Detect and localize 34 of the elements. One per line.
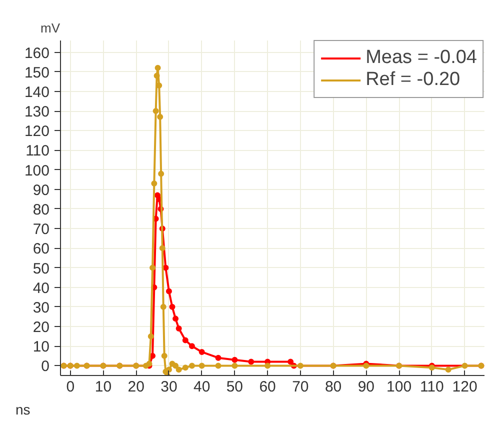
y-tick-label: 60 <box>32 240 50 258</box>
y-tick-label: 20 <box>32 319 50 336</box>
y-tick-label: 80 <box>32 201 50 218</box>
x-tick-label: 70 <box>292 378 309 396</box>
y-tick-label: 70 <box>32 221 50 238</box>
x-tick-label: 110 <box>420 378 444 396</box>
y-tick-label: 0 <box>41 358 50 376</box>
x-tick-label: 60 <box>259 378 276 396</box>
x-tick-label: 0 <box>66 378 75 396</box>
y-tick-label: 110 <box>26 142 50 160</box>
y-tick-label: 10 <box>32 338 50 356</box>
y-tick-label: 50 <box>32 260 50 278</box>
legend-label: Meas = -0.04 <box>366 47 477 69</box>
y-tick-label: 130 <box>24 104 50 121</box>
x-tick-label: 50 <box>226 378 244 396</box>
y-tick-label: 90 <box>32 182 50 199</box>
y-tick-label: 100 <box>24 162 50 180</box>
x-tick-label: 90 <box>358 378 375 396</box>
y-tick-label: 120 <box>24 123 50 140</box>
x-axis-title: ns <box>16 402 30 418</box>
x-tick-label: 30 <box>160 378 178 396</box>
x-tick-label: 10 <box>94 378 112 396</box>
x-tick-label: 40 <box>193 378 210 396</box>
x-tick-label: 20 <box>128 378 144 396</box>
x-tick-label: 120 <box>452 378 478 396</box>
y-tick-label: 160 <box>24 44 50 62</box>
x-tick-label: 100 <box>386 378 412 396</box>
y-tick-label: 150 <box>24 64 50 82</box>
y-tick-label: 30 <box>32 299 50 316</box>
x-tick-label: 80 <box>324 378 342 396</box>
y-axis-title: mV <box>40 20 60 36</box>
legend-label: Ref = -0.20 <box>366 69 460 91</box>
y-tick-label: 40 <box>32 280 50 297</box>
y-tick-label: 140 <box>24 84 50 101</box>
